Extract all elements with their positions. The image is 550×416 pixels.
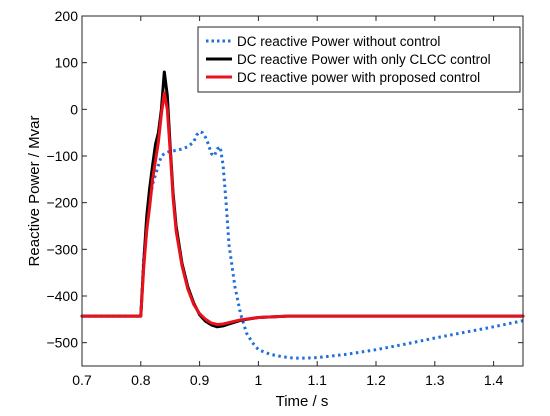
y-tick-label: −200 [46, 195, 78, 211]
x-tick-label: 0.9 [190, 372, 210, 388]
y-tick-label: 0 [70, 101, 78, 117]
series-line-3 [80, 91, 525, 326]
y-tick-label: −100 [46, 148, 78, 164]
y-tick-label: −300 [46, 241, 78, 257]
legend-label-3: DC reactive power with proposed control [237, 70, 480, 85]
x-tick-label: 1.3 [425, 372, 445, 388]
x-tick-label: 0.7 [72, 372, 92, 388]
legend: DC reactive Power without control DC reac… [197, 26, 521, 93]
series-line-1 [82, 130, 524, 360]
y-tick-label: −500 [46, 335, 78, 351]
legend-label-2: DC reactive Power with only CLCC control [237, 52, 491, 67]
x-tick-label: 1 [255, 372, 263, 388]
y-tick-label: 200 [55, 8, 79, 24]
ticks-layer: 0.7 0.8 0.9 1 1.1 1.2 1.3 1.4 200 100 0 −100 −200 −30… [46, 8, 523, 388]
series-layer [80, 70, 525, 360]
x-axis-title: Time / s [276, 393, 329, 410]
y-tick-label: −400 [46, 288, 78, 304]
y-axis-title: Reactive Power / Mvar [26, 116, 43, 267]
legend-box [197, 26, 521, 93]
y-tick-label: 100 [55, 55, 79, 71]
x-tick-label: 1.2 [366, 372, 386, 388]
x-tick-label: 1.1 [307, 372, 327, 388]
x-tick-label: 0.8 [131, 372, 151, 388]
legend-label-1: DC reactive Power without control [237, 34, 440, 49]
x-tick-label: 1.4 [484, 372, 504, 388]
plot-frame [81, 15, 524, 367]
